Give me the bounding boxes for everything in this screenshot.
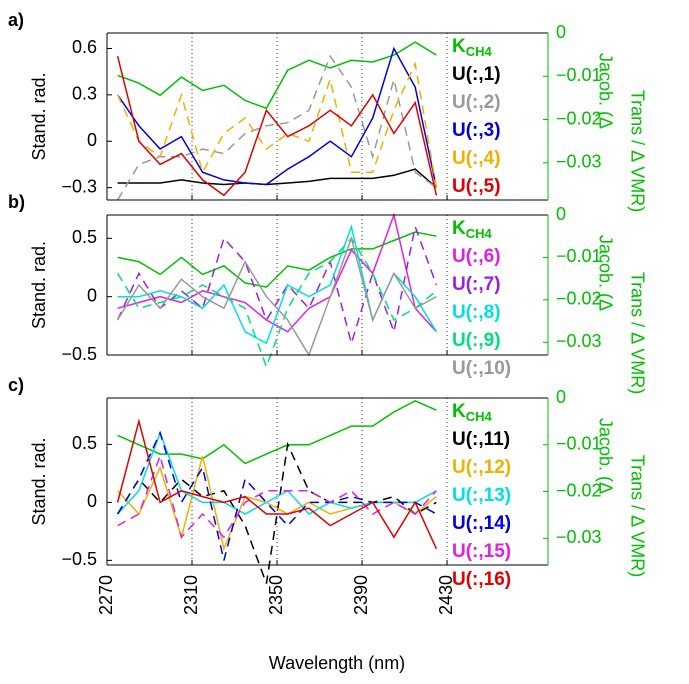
y2-tick-label: −0.01 (556, 65, 602, 85)
y2-tick-label: −0.01 (556, 434, 602, 454)
legend-entry: U(:,8) (452, 302, 501, 323)
y-axis-label: Stand. rad. (29, 72, 49, 160)
y-axis-label: Stand. rad. (29, 437, 49, 525)
legend-label: U(:,3) (452, 120, 501, 141)
legend-label: U(:,15) (452, 541, 511, 562)
series-line (116, 56, 438, 197)
series-line (116, 54, 437, 201)
y-tick-label: 0.6 (72, 37, 97, 57)
legend-entry: U(:,15) (452, 541, 511, 562)
legend-entry: U(:,14) (452, 513, 511, 534)
y-tick-label: −0.5 (61, 549, 97, 569)
y-tick-label: −0.5 (61, 344, 97, 364)
legend-label: U(:,16) (452, 569, 511, 590)
y-tick-label: −0.3 (61, 176, 97, 196)
y-tick-label: 0.5 (72, 433, 97, 453)
y-tick-label: 0 (87, 285, 97, 305)
panel-label: a) (8, 10, 24, 30)
y2-tick-label: −0.02 (556, 289, 602, 309)
y2-axis-label: Jacob. (Δ (595, 235, 615, 311)
legend-label: U(:,10) (452, 358, 511, 379)
plot-area (107, 215, 548, 355)
series-line (116, 223, 438, 347)
legend-label: U(:,7) (452, 274, 501, 295)
legend-entry: U(:,5) (452, 176, 501, 197)
y-tick-label: 0 (87, 491, 97, 511)
legend-entry: U(:,11) (452, 429, 510, 450)
y2-tick-label: −0.03 (556, 527, 602, 547)
series-line (116, 418, 438, 550)
y2-tick-label: −0.03 (556, 152, 602, 172)
legend-subscript: CH4 (466, 44, 493, 59)
y2-axis-label: Jacob. (Δ (595, 53, 615, 129)
panel-label: b) (8, 192, 25, 212)
legend-label: U(:,12) (452, 457, 511, 478)
x-tick-label: 2310 (181, 575, 201, 615)
legend-subscript: CH4 (466, 409, 493, 424)
legend-entry: U(:,2) (452, 92, 501, 113)
legend-entry: U(:,3) (452, 120, 501, 141)
y-axis-label: Stand. rad. (29, 241, 49, 329)
y2-axis-label: Jacob. (Δ (595, 418, 615, 494)
legend-entry: U(:,4) (452, 148, 501, 169)
legend-label: U(:,1) (452, 64, 501, 85)
y2-tick-label: 0 (556, 387, 566, 407)
plot-area (107, 33, 548, 200)
legend-entry: U(:,13) (452, 485, 511, 506)
legend-label: U(:,5) (452, 176, 501, 197)
legend-label: U(:,2) (452, 92, 501, 113)
legend-entry: U(:,10) (452, 358, 511, 379)
legend-entry: U(:,12) (452, 457, 511, 478)
legend-entry: U(:,7) (452, 274, 501, 295)
y2-tick-label: −0.01 (556, 246, 602, 266)
legend-label: U(:,8) (452, 302, 501, 323)
series-line (117, 399, 437, 465)
y2-tick-label: 0 (556, 22, 566, 42)
series-line (116, 235, 437, 357)
y2-tick-label: −0.02 (556, 108, 602, 128)
legend-label: U(:,6) (452, 246, 501, 267)
legend-entry: U(:,16) (452, 569, 511, 590)
legend-label: U(:,11) (452, 429, 510, 450)
series-line (116, 46, 438, 188)
legend-label: U(:,13) (452, 485, 511, 506)
y-tick-label: 0.5 (72, 227, 97, 247)
series-line (116, 441, 437, 584)
y-tick-label: 0.3 (72, 84, 97, 104)
x-tick-label: 2350 (266, 575, 286, 615)
series-line (117, 430, 437, 515)
y2-axis-label: Trans / Δ VMR) (627, 272, 647, 394)
legend-label: U(:,9) (452, 330, 501, 351)
y2-tick-label: −0.03 (556, 331, 602, 351)
legend-label: K (452, 218, 466, 239)
panel-label: c) (8, 375, 24, 395)
x-tick-label: 2430 (436, 575, 456, 615)
legend-entry: KCH4 (452, 36, 493, 59)
legend-entry: U(:,6) (452, 246, 501, 267)
series-line (117, 168, 437, 189)
y2-axis-label: Trans / Δ VMR) (627, 90, 647, 212)
x-tick-label: 2270 (96, 575, 116, 615)
legend-label: U(:,4) (452, 148, 501, 169)
y2-tick-label: −0.02 (556, 480, 602, 500)
y-tick-label: 0 (87, 130, 97, 150)
legend-label: K (452, 401, 466, 422)
series-line (116, 430, 437, 561)
legend-subscript: CH4 (466, 226, 493, 241)
legend-label: K (452, 36, 466, 57)
legend-entry: U(:,9) (452, 330, 501, 351)
series-line (116, 61, 438, 188)
series-line (117, 41, 437, 110)
x-axis-label: Wavelength (nm) (269, 653, 405, 673)
plot-area (107, 398, 548, 565)
y2-tick-label: 0 (556, 204, 566, 224)
legend-entry: KCH4 (452, 218, 493, 241)
x-tick-label: 2390 (351, 575, 371, 615)
legend-entry: U(:,1) (452, 64, 501, 85)
legend-entry: KCH4 (452, 401, 493, 424)
y2-axis-label: Trans / Δ VMR) (627, 455, 647, 577)
legend-label: U(:,14) (452, 513, 511, 534)
